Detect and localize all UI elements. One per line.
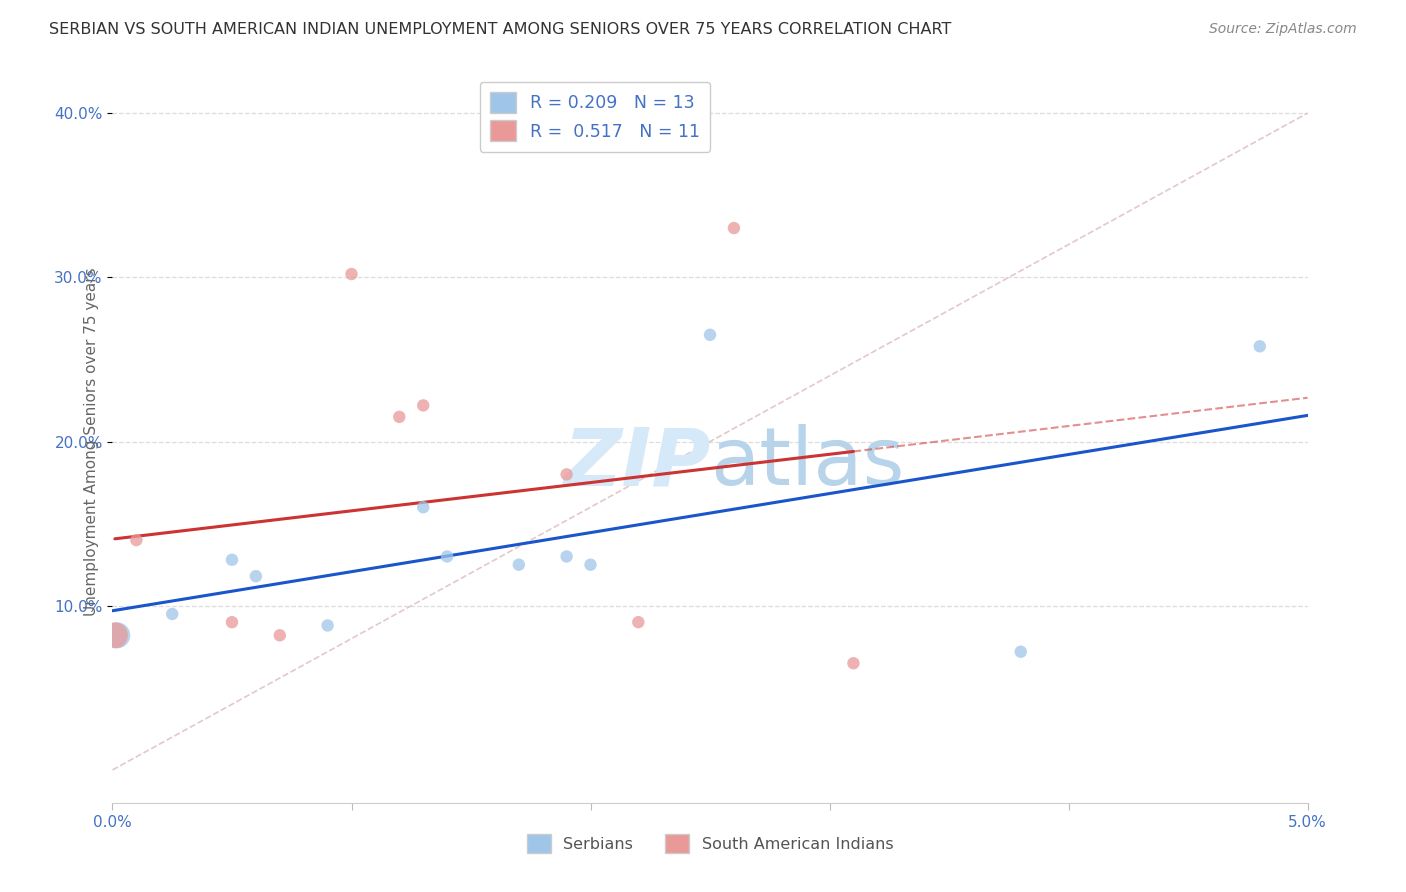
Point xyxy=(723,221,745,235)
Y-axis label: Unemployment Among Seniors over 75 years: Unemployment Among Seniors over 75 years xyxy=(83,268,98,615)
Legend: Serbians, South American Indians: Serbians, South American Indians xyxy=(520,828,900,860)
Point xyxy=(842,657,865,671)
Point xyxy=(105,628,128,642)
Point xyxy=(412,500,434,515)
Point xyxy=(125,533,148,547)
Point xyxy=(316,618,339,632)
Point xyxy=(162,607,183,621)
Point xyxy=(340,267,363,281)
Point xyxy=(269,628,291,642)
Point xyxy=(436,549,458,564)
Point xyxy=(1010,645,1032,659)
Text: SERBIAN VS SOUTH AMERICAN INDIAN UNEMPLOYMENT AMONG SENIORS OVER 75 YEARS CORREL: SERBIAN VS SOUTH AMERICAN INDIAN UNEMPLO… xyxy=(49,22,952,37)
Point xyxy=(579,558,602,572)
Point xyxy=(221,615,243,630)
Text: atlas: atlas xyxy=(710,425,904,502)
Point xyxy=(699,327,721,342)
Point xyxy=(555,467,578,482)
Point xyxy=(1249,339,1271,353)
Text: ZIP: ZIP xyxy=(562,425,710,502)
Point xyxy=(508,558,530,572)
Point xyxy=(388,409,411,424)
Point xyxy=(627,615,650,630)
Point xyxy=(412,398,434,412)
Point xyxy=(555,549,578,564)
Point xyxy=(221,553,243,567)
Point xyxy=(104,628,127,642)
Text: Source: ZipAtlas.com: Source: ZipAtlas.com xyxy=(1209,22,1357,37)
Point xyxy=(245,569,267,583)
